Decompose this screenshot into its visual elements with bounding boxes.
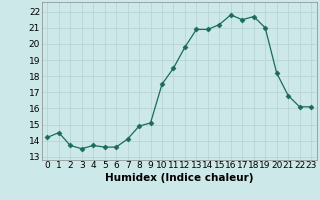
X-axis label: Humidex (Indice chaleur): Humidex (Indice chaleur): [105, 173, 253, 183]
